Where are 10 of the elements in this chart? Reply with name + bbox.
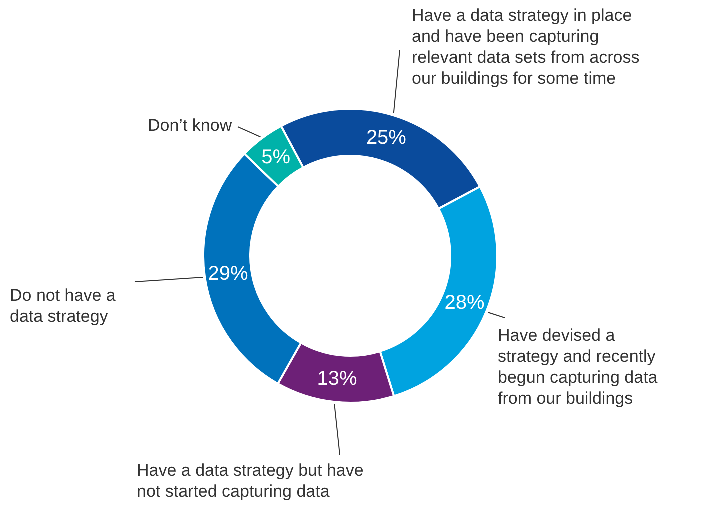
data-label: 28%	[444, 292, 485, 314]
slice-label: Don’t know	[148, 116, 233, 135]
slice-label: Have devised a strategy and recently begun capturing data from our buildings	[498, 326, 658, 408]
slice-label: Do not have a data strategy	[10, 286, 116, 326]
slice-label: Have a data strategy but have not started capturing data	[137, 461, 364, 501]
slice-label: Have a data strategy in place and have been capturing relevant data sets from across our buildings for some time	[412, 6, 640, 88]
data-label: 5%	[262, 146, 291, 168]
data-label: 13%	[317, 368, 358, 390]
data-label: 29%	[208, 262, 249, 285]
data-label: 25%	[366, 126, 407, 149]
